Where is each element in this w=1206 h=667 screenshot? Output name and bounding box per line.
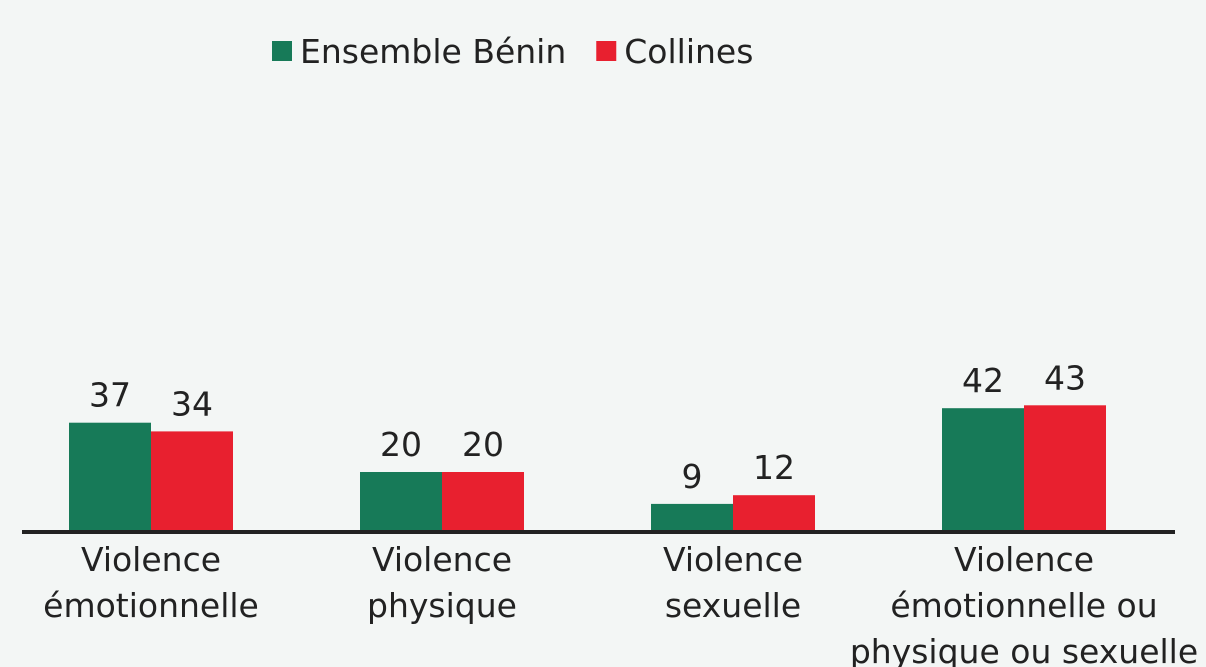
value-label: 20 (380, 425, 422, 464)
bar (733, 495, 815, 530)
bar (69, 422, 151, 530)
value-label: 20 (462, 425, 504, 464)
legend-swatch (596, 41, 617, 61)
value-label: 12 (753, 448, 795, 487)
bar (151, 431, 233, 530)
x-tick-label: Violence émotionnelle (43, 540, 259, 625)
legend-swatch (272, 41, 292, 61)
bar (360, 472, 442, 530)
value-label: 37 (89, 376, 131, 415)
x-tick-label: Violence émotionnelle ou physique ou sex… (849, 540, 1199, 667)
value-label: 43 (1044, 358, 1086, 397)
value-label: 42 (962, 361, 1004, 400)
legend-label: Ensemble Bénin (300, 32, 566, 71)
value-label: 9 (682, 457, 703, 496)
x-tick-label: Violence sexuelle (662, 540, 804, 625)
x-tick-label: Violence physique (367, 540, 517, 625)
bar (442, 472, 524, 530)
bar (651, 503, 733, 530)
bar (1024, 405, 1106, 530)
legend-label: Collines (624, 32, 753, 71)
bar (942, 408, 1024, 530)
value-label: 34 (171, 384, 213, 423)
